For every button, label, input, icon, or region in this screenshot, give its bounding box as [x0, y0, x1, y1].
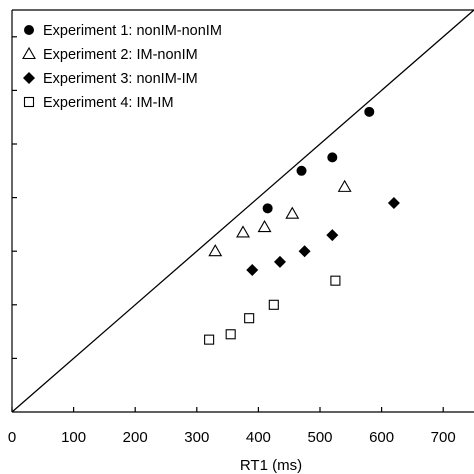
x-axis-title: RT1 (ms): [240, 457, 302, 474]
data-point-series-1: [296, 165, 307, 176]
x-tick-label: 200: [123, 429, 148, 446]
reference-line: [11, 9, 474, 413]
data-points: [204, 106, 400, 345]
legend-marker-2: [22, 46, 36, 60]
legend-marker-3: [23, 72, 35, 84]
data-point-series-4: [268, 299, 279, 310]
x-tick-label: 300: [184, 429, 209, 446]
x-tick-label: 700: [431, 429, 456, 446]
x-tick-label: 100: [61, 429, 86, 446]
data-point-series-2: [285, 206, 300, 219]
data-point-series-3: [387, 196, 400, 209]
x-tick-label: 600: [369, 429, 394, 446]
data-point-series-2: [337, 179, 352, 192]
data-point-series-3: [246, 263, 259, 276]
y-ticks: [12, 36, 17, 359]
legend-label-4: Experiment 4: IM-IM: [43, 95, 174, 111]
x-tick-label: 0: [8, 429, 16, 446]
data-point-series-4: [204, 334, 215, 345]
data-point-series-4: [330, 275, 341, 286]
legend-marker-4: [23, 96, 35, 108]
legend: Experiment 1: nonIM-nonIM Experiment 2: I…: [22, 23, 222, 111]
data-point-series-4: [225, 329, 236, 340]
data-point-series-2: [236, 225, 250, 238]
legend-label-3: Experiment 3: nonIM-IM: [43, 71, 198, 87]
x-ticks: 0 100 200 300 400 500 600 700: [8, 407, 456, 446]
legend-label-2: Experiment 2: IM-nonIM: [43, 47, 198, 63]
data-point-series-3: [273, 255, 286, 268]
data-point-series-1: [327, 152, 338, 163]
data-point-series-1: [262, 203, 273, 214]
data-point-series-4: [244, 313, 255, 324]
data-point-series-3: [326, 229, 339, 242]
data-point-series-2: [257, 219, 272, 233]
legend-marker-1: [24, 25, 34, 35]
legend-label-1: Experiment 1: nonIM-nonIM: [43, 23, 222, 39]
x-tick-label: 400: [246, 429, 271, 446]
axes: [11, 9, 474, 413]
data-point-series-2: [208, 244, 223, 257]
data-point-series-3: [298, 245, 311, 258]
x-tick-label: 500: [307, 429, 332, 446]
data-point-series-1: [364, 106, 375, 117]
